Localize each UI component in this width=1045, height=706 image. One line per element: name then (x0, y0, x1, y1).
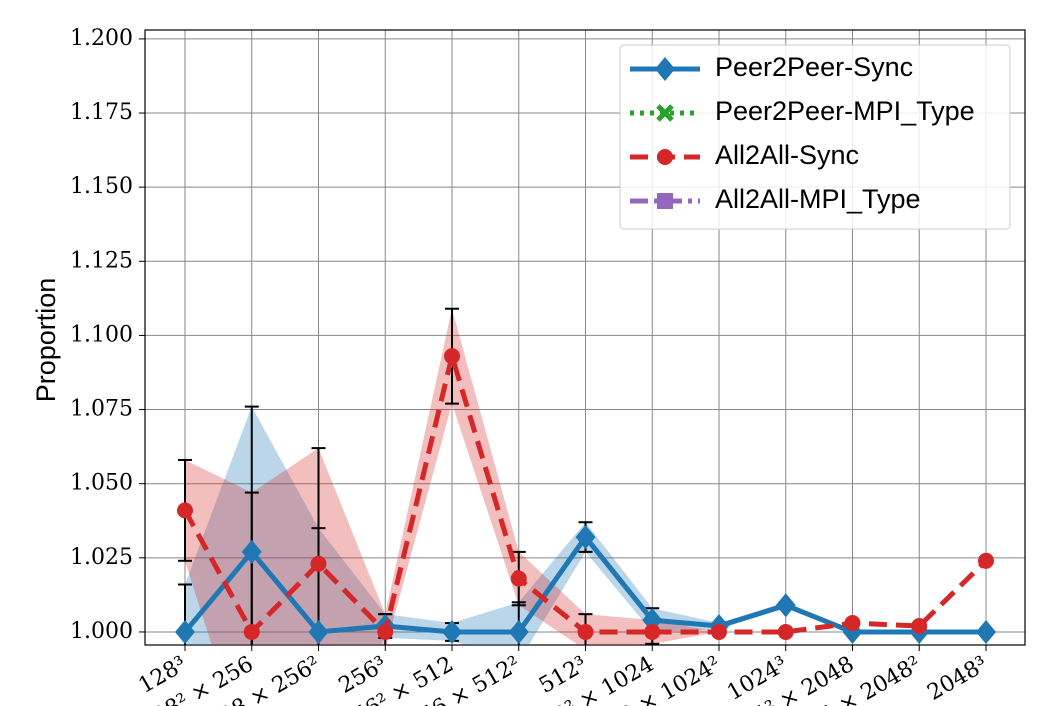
marker (510, 570, 527, 587)
marker (444, 348, 460, 365)
marker (644, 623, 661, 640)
marker (978, 552, 994, 569)
y-tick-label: 1.100 (70, 322, 133, 347)
y-tick-label: 1.000 (70, 619, 133, 644)
marker (175, 619, 195, 644)
marker (657, 193, 673, 209)
x-tick-label: 2048³ (923, 652, 992, 706)
marker (777, 623, 794, 640)
y-tick-label: 1.150 (70, 174, 133, 199)
marker (308, 619, 329, 644)
marker (911, 618, 928, 635)
legend-box (619, 44, 1011, 230)
marker (656, 104, 674, 122)
marker (844, 615, 861, 632)
y-tick-label: 1.025 (70, 545, 133, 570)
y-axis-label: Proportion (31, 278, 61, 403)
marker (976, 619, 996, 644)
marker (711, 623, 727, 640)
marker (657, 149, 673, 165)
y-tick-label: 1.200 (70, 26, 133, 51)
marker (655, 57, 675, 81)
marker (241, 539, 262, 564)
marker (577, 623, 594, 640)
y-tick-label: 1.075 (70, 397, 133, 422)
marker (442, 619, 462, 644)
marker (310, 555, 327, 572)
marker (377, 623, 394, 640)
error-band (185, 308, 986, 645)
legend-label: Peer2Peer-Sync (715, 52, 913, 82)
marker (508, 619, 529, 644)
marker (177, 502, 193, 519)
legend-label: Peer2Peer-MPI_Type (715, 96, 975, 126)
y-tick-label: 1.125 (70, 248, 133, 273)
y-tick-label: 1.050 (70, 471, 133, 496)
legend-label: All2All-Sync (715, 140, 859, 170)
legend-label: All2All-MPI_Type (715, 184, 921, 214)
y-tick-label: 1.175 (70, 100, 133, 125)
plot-area (175, 307, 996, 645)
marker (243, 623, 260, 640)
marker (575, 525, 596, 550)
marker (775, 593, 796, 618)
